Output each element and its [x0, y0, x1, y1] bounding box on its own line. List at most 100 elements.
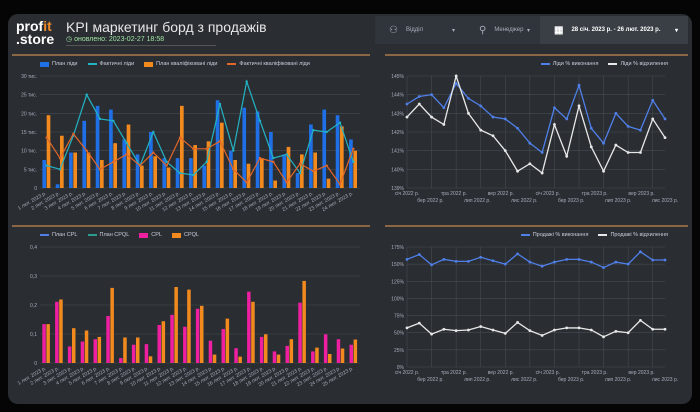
- bar: [285, 345, 289, 363]
- bar: [225, 318, 230, 363]
- data-point: [192, 147, 195, 150]
- bar: [289, 339, 294, 363]
- data-point: [125, 153, 128, 156]
- x-tick-label: бер 2023 р.: [558, 198, 584, 204]
- bar: [72, 328, 76, 363]
- bar: [80, 341, 85, 363]
- data-point: [614, 111, 618, 115]
- x-tick-label: січ 2022 р.: [395, 191, 419, 197]
- bar: [215, 100, 220, 188]
- legend-item[interactable]: План ліди: [40, 61, 78, 67]
- data-point: [430, 332, 433, 336]
- department-label: Відділ: [405, 27, 424, 33]
- bar: [269, 132, 273, 188]
- bar: [69, 152, 73, 188]
- bar: [326, 178, 331, 188]
- legend-item[interactable]: Ліди % відхилення: [608, 61, 668, 67]
- data-point: [325, 164, 328, 167]
- data-point: [577, 257, 581, 261]
- chart-legend: Ліди % виконання Ліди % відхилення: [385, 56, 688, 67]
- bar: [234, 348, 238, 363]
- legend-item[interactable]: Продажі % відхилення: [598, 232, 668, 238]
- bar: [113, 143, 117, 188]
- bar: [353, 150, 357, 188]
- series-line: [406, 250, 665, 269]
- data-point: [565, 257, 569, 261]
- leads-chart-plot: 0 5 тис. 10 тис. 15 тис. 20 тис. 25 тис. 30 ти…: [17, 74, 360, 213]
- data-point: [430, 93, 433, 97]
- data-point: [602, 141, 605, 145]
- legend-item[interactable]: Фактичні кваліфіковані ліди: [227, 61, 310, 67]
- data-point: [553, 260, 556, 264]
- legend-item[interactable]: CPL: [139, 232, 162, 238]
- cpl-chart: План CPL План CPQL CPL CPQL 0 0,1 0,2 0,3 0,…: [12, 225, 370, 400]
- bar: [157, 325, 161, 363]
- bar: [202, 165, 207, 188]
- data-point: [218, 102, 222, 106]
- y-tick-label: 15 тис.: [21, 130, 37, 136]
- data-point: [651, 98, 655, 102]
- legend-item[interactable]: План CPL: [40, 232, 78, 238]
- y-tick-label: 5 тис.: [24, 167, 37, 173]
- y-tick-label: 100%: [391, 296, 404, 302]
- bar: [60, 135, 64, 188]
- legend-item[interactable]: Фактичні ліди: [87, 61, 134, 67]
- data-point: [528, 141, 532, 145]
- data-point: [565, 117, 569, 121]
- department-filter[interactable]: ⚇ Відділ ▾: [375, 16, 465, 44]
- data-point: [442, 327, 446, 331]
- legend-item[interactable]: План CPQL: [87, 232, 129, 238]
- y-tick-label: 0,2: [30, 303, 37, 309]
- data-point: [72, 132, 75, 136]
- series-line: [46, 79, 354, 176]
- chevron-down-icon: ▾: [526, 27, 530, 34]
- data-point: [503, 262, 507, 266]
- logo-store: .store: [16, 31, 55, 47]
- bar: [131, 344, 136, 363]
- manager-filter[interactable]: ⚲ Менеджер ▾: [465, 16, 540, 44]
- legend-item[interactable]: Ліди % виконання: [540, 61, 598, 67]
- data-point: [589, 145, 593, 149]
- data-point: [540, 334, 544, 337]
- data-point: [417, 102, 421, 106]
- logo: profit .store: [16, 19, 55, 47]
- updated-timestamp: ◷ оновлено: 2023-02-27 18:58: [66, 36, 217, 46]
- y-tick-label: 141%: [391, 149, 404, 155]
- data-point: [479, 104, 483, 108]
- bar: [340, 348, 345, 363]
- data-point: [491, 328, 495, 332]
- data-point: [338, 183, 342, 186]
- bar: [193, 145, 197, 188]
- x-tick-label: лис 2022 р.: [511, 377, 537, 383]
- bar: [148, 356, 153, 363]
- y-tick-label: 0%: [397, 365, 405, 371]
- data-point: [298, 162, 302, 165]
- org-icon: ⚇: [389, 24, 398, 36]
- bar: [82, 120, 87, 188]
- bar: [183, 326, 187, 363]
- x-tick-label: вер 2023 р.: [628, 191, 654, 197]
- bar: [135, 154, 140, 188]
- bar: [264, 334, 268, 363]
- bar: [149, 132, 153, 188]
- y-tick-label: 0,3: [30, 274, 37, 280]
- data-point: [540, 151, 544, 154]
- y-tick-label: 175%: [391, 245, 404, 251]
- date-range-picker[interactable]: ▦ 28 січ. 2023 р. - 26 лют. 2023 р. ▾: [540, 16, 688, 44]
- bar: [55, 184, 60, 188]
- legend-item[interactable]: План кваліфіковані ліди: [144, 61, 217, 67]
- data-point: [626, 262, 630, 266]
- legend-item[interactable]: Продажі % виконання: [520, 232, 588, 238]
- data-point: [479, 255, 483, 259]
- data-point: [258, 119, 262, 122]
- bar: [336, 339, 341, 363]
- bar: [238, 356, 242, 363]
- bar: [272, 351, 277, 363]
- x-tick-label: вер 2022 р.: [488, 370, 514, 376]
- data-point: [125, 142, 128, 145]
- chart-legend: План CPL План CPQL CPL CPQL: [12, 227, 370, 238]
- legend-item[interactable]: CPQL: [171, 232, 199, 238]
- sales-percent-plot: 0%25%50%75%100%125%150%175%січ 2022 р.бе…: [391, 245, 678, 383]
- x-tick-label: вер 2023 р.: [628, 370, 654, 376]
- data-point: [503, 332, 507, 335]
